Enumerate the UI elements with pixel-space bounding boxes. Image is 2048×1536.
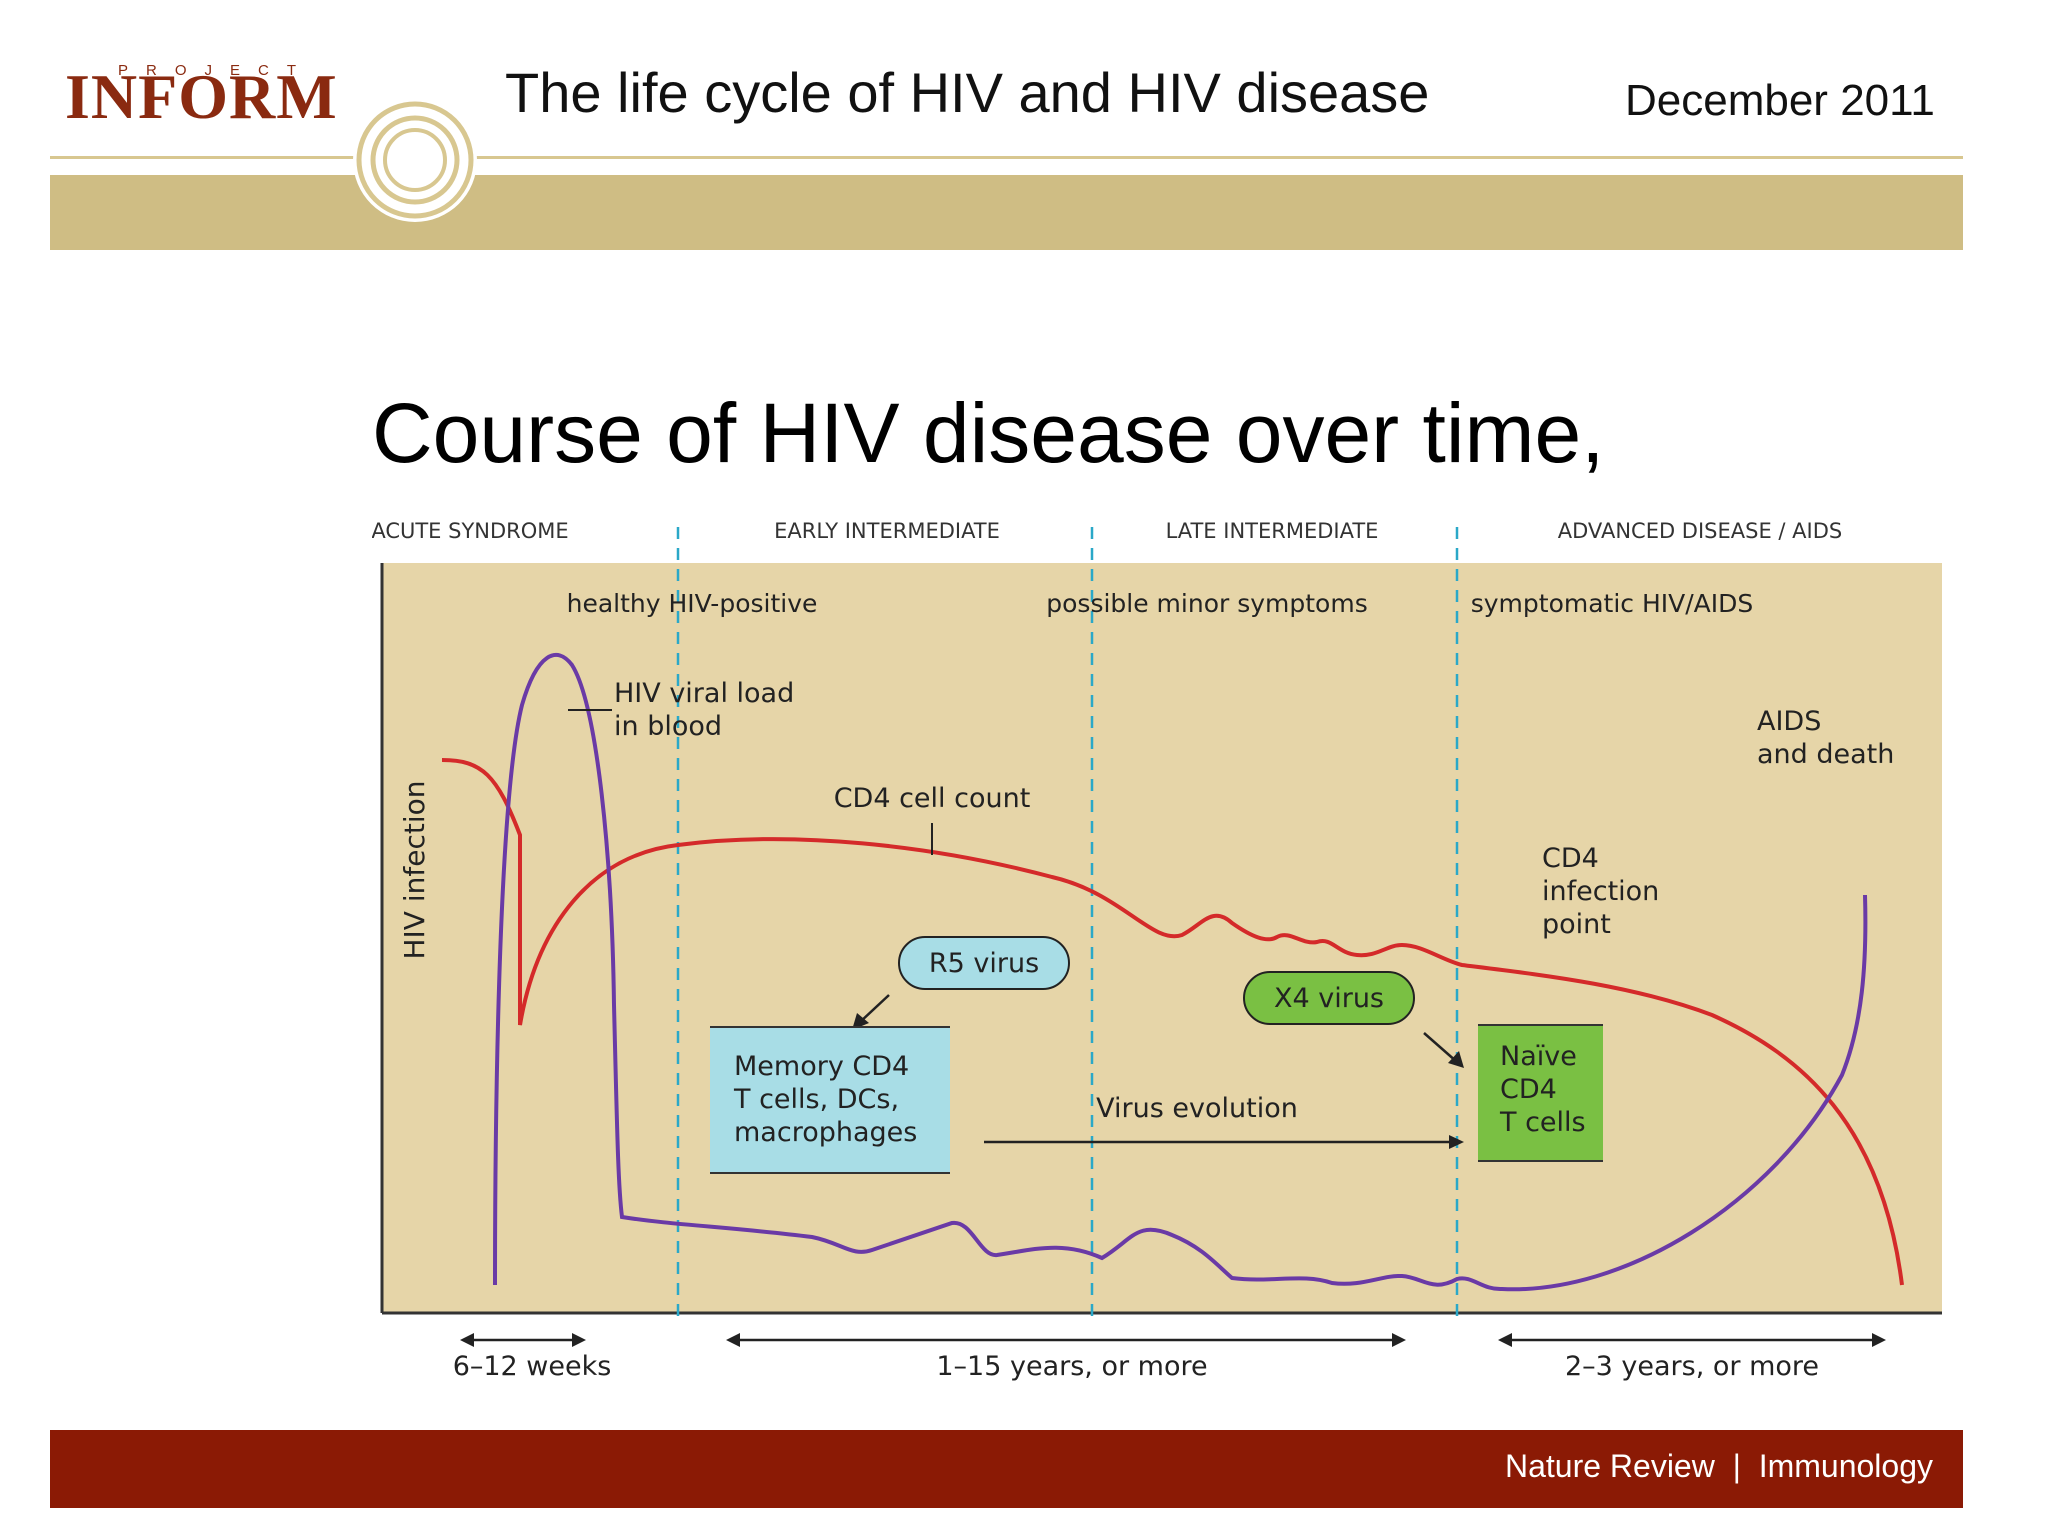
stage-label-acute: ACUTE SYNDROME (372, 519, 569, 543)
duration-arrow-intermediate-left (726, 1333, 740, 1347)
cd4-label: CD4 cell count (834, 783, 1031, 814)
duration-arrow-acute-left (460, 1333, 474, 1347)
diagram-background (382, 563, 1942, 1313)
cd4-count-curve (441, 758, 1904, 1286)
viral-load-curve (493, 653, 1868, 1292)
duration-arrow-acute-right (572, 1333, 586, 1347)
diagram-header-bg (372, 505, 1952, 563)
y-axis-label: HIV infection (398, 780, 431, 959)
cd4-infection-label-line2: infection (1542, 876, 1659, 907)
stage-note-minor: possible minor symptoms (1046, 589, 1367, 618)
logo-ring-outer (356, 101, 474, 219)
virus-evolution-label: Virus evolution (1096, 1093, 1298, 1124)
slide-heading: Course of HIV disease over time, (372, 386, 1605, 480)
duration-arrow-advanced-right (1872, 1333, 1886, 1347)
duration-acute: 6–12 weeks (453, 1351, 612, 1382)
x4-virus-pill (1243, 971, 1415, 1025)
x4-arrow (1423, 1032, 1458, 1063)
hiv-course-diagram: ACUTE SYNDROME EARLY INTERMEDIATE LATE I… (372, 505, 1952, 1382)
r5-virus-pill (898, 936, 1070, 990)
stage-label-late: LATE INTERMEDIATE (1166, 519, 1379, 543)
aids-label-line1: AIDS (1757, 706, 1821, 737)
duration-arrow-intermediate-right (1392, 1333, 1406, 1347)
footer-band (50, 1430, 1963, 1508)
naive-cells-box (1478, 1025, 1603, 1161)
x4-arrow-head (1448, 1051, 1464, 1068)
viral-load-label-line1: HIV viral load (614, 678, 794, 709)
memory-box-line2: T cells, DCs, (733, 1084, 899, 1115)
logo-inform-text: INFORM (65, 61, 338, 132)
x4-virus-label: X4 virus (1274, 983, 1384, 1014)
stage-note-healthy: healthy HIV-positive (567, 589, 818, 618)
cd4-infection-label-line1: CD4 (1542, 843, 1599, 874)
naive-box-line3: T cells (1499, 1107, 1586, 1138)
viral-load-label-line2: in blood (614, 711, 722, 742)
header-rule (50, 156, 1963, 159)
header-band (50, 175, 1963, 250)
logo-ring-inner (383, 128, 447, 192)
aids-label-line2: and death (1757, 739, 1894, 770)
logo-project-text: PROJECT (118, 62, 315, 79)
naive-box-line2: CD4 (1500, 1074, 1557, 1105)
memory-cells-box (710, 1027, 950, 1173)
naive-box-line1: Naïve (1500, 1041, 1577, 1072)
header-title: The life cycle of HIV and HIV disease (505, 61, 1430, 124)
r5-arrow (858, 994, 890, 1024)
stage-label-early: EARLY INTERMEDIATE (774, 519, 1000, 543)
logo-rings (353, 98, 477, 222)
stage-label-advanced: ADVANCED DISEASE / AIDS (1558, 519, 1842, 543)
cd4-infection-label-line3: point (1542, 909, 1611, 940)
footer-source: Nature Review | Immunology (1504, 1448, 1933, 1484)
header-date: December 2011 (1625, 76, 1935, 125)
r5-virus-label: R5 virus (929, 948, 1039, 979)
memory-box-line3: macrophages (734, 1117, 917, 1148)
stage-note-symptomatic: symptomatic HIV/AIDS (1471, 589, 1754, 618)
logo-ring-middle (370, 115, 460, 205)
r5-arrow-head (852, 1013, 869, 1030)
duration-advanced: 2–3 years, or more (1565, 1351, 1819, 1382)
duration-arrow-advanced-left (1498, 1333, 1512, 1347)
virus-evolution-arrow-head (1449, 1135, 1464, 1149)
memory-box-line1: Memory CD4 (734, 1051, 909, 1082)
duration-intermediate: 1–15 years, or more (936, 1351, 1207, 1382)
